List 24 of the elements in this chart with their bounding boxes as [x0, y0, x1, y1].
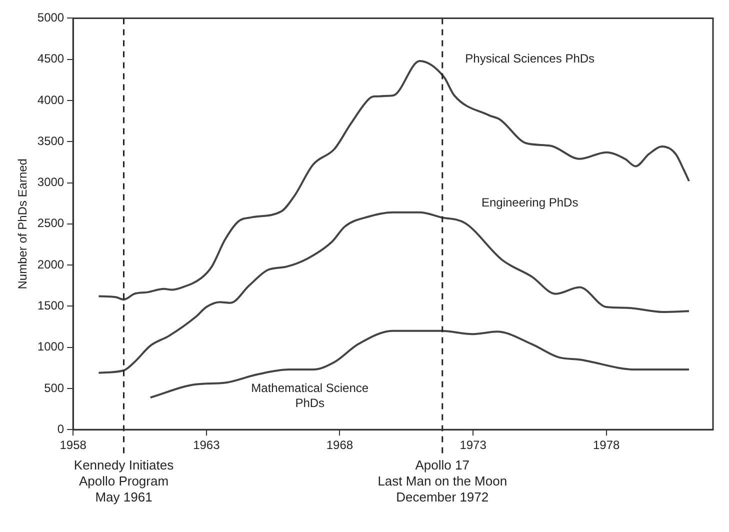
y-tick-label: 3000 [37, 175, 64, 190]
text: Physical Sciences PhDs [465, 52, 595, 66]
y-tick-label: 4000 [37, 92, 64, 107]
x-tick-label: 1968 [326, 438, 354, 452]
y-tick-label: 1000 [37, 340, 64, 354]
y-tick-label: 5000 [37, 10, 64, 25]
y-tick-label: 2000 [37, 257, 64, 272]
y-tick-label: 1500 [37, 298, 64, 312]
y-axis-title: Number of PhDs Earned [16, 158, 30, 290]
x-tick-label: 1963 [193, 438, 220, 452]
x-tick-label: 1973 [460, 438, 487, 452]
series-label: Engineering PhDs [481, 196, 578, 210]
series-label: Mathematical Science PhDs [251, 380, 369, 410]
y-tick-label: 4500 [37, 52, 64, 66]
ref-line-label: Apollo 17 Last Man on the Moon December 1972 [378, 458, 508, 505]
x-tick-label: 1958 [60, 438, 87, 452]
line-series [98, 211, 690, 374]
line-series [149, 330, 690, 399]
x-tick-label: 1978 [593, 438, 620, 452]
ref-line-label: Kennedy Initiates Apollo Program May 1961 [74, 458, 174, 505]
y-tick-label: 500 [44, 380, 64, 395]
y-tick-label: 3500 [37, 134, 64, 148]
y-tick-label: 2500 [37, 216, 64, 230]
y-tick-label: 0 [57, 422, 64, 436]
